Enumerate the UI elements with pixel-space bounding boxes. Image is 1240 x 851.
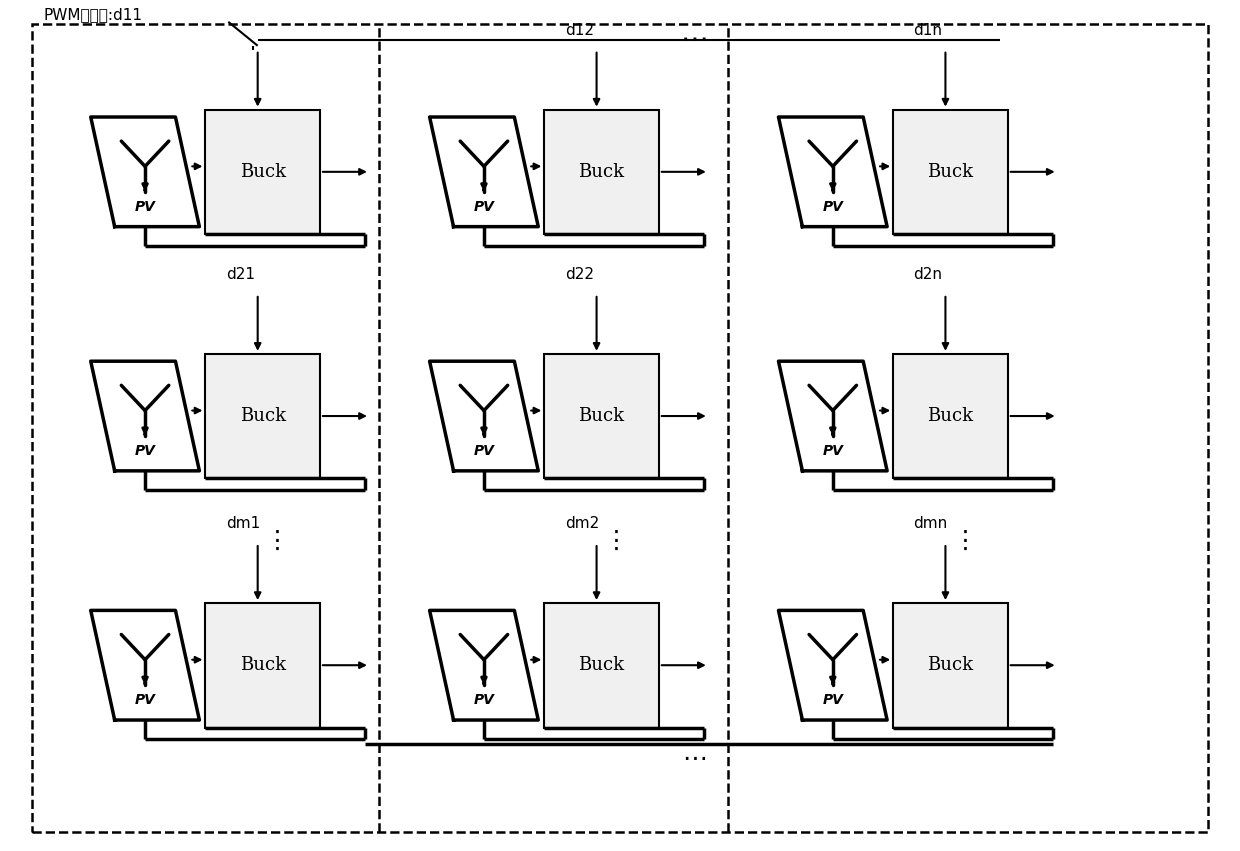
Polygon shape	[779, 117, 887, 226]
Text: Buck: Buck	[239, 407, 285, 425]
Polygon shape	[779, 610, 887, 720]
Polygon shape	[91, 361, 200, 471]
Text: ⋯: ⋯	[681, 26, 708, 54]
Text: ⋯: ⋯	[682, 747, 707, 771]
Text: ⋮: ⋮	[265, 528, 290, 552]
Text: ⋮: ⋮	[952, 528, 978, 552]
Text: dmn: dmn	[914, 517, 947, 531]
Bar	[544, 354, 658, 478]
Bar	[893, 354, 1008, 478]
Text: Buck: Buck	[928, 407, 973, 425]
Polygon shape	[429, 361, 538, 471]
Polygon shape	[429, 610, 538, 720]
Polygon shape	[429, 117, 538, 226]
Text: Buck: Buck	[928, 163, 973, 180]
Text: Buck: Buck	[928, 656, 973, 674]
Text: ⋮: ⋮	[604, 528, 629, 552]
Bar	[206, 603, 320, 728]
Text: PV: PV	[822, 444, 843, 458]
Text: Buck: Buck	[579, 163, 625, 180]
Text: Buck: Buck	[239, 163, 285, 180]
Text: PV: PV	[822, 200, 843, 214]
Text: d12: d12	[564, 23, 594, 37]
Polygon shape	[91, 610, 200, 720]
Text: PV: PV	[135, 200, 155, 214]
Bar	[206, 354, 320, 478]
Bar	[893, 603, 1008, 728]
Text: d21: d21	[226, 267, 254, 282]
Bar	[893, 110, 1008, 234]
Text: PV: PV	[474, 444, 495, 458]
Text: PV: PV	[822, 694, 843, 707]
Text: PV: PV	[474, 200, 495, 214]
Bar	[544, 603, 658, 728]
Text: d22: d22	[564, 267, 594, 282]
Text: PV: PV	[135, 694, 155, 707]
Polygon shape	[779, 361, 887, 471]
Bar	[544, 110, 658, 234]
Bar	[206, 110, 320, 234]
Text: Buck: Buck	[579, 407, 625, 425]
Text: Buck: Buck	[239, 656, 285, 674]
Text: dm1: dm1	[226, 517, 260, 531]
Text: dm2: dm2	[564, 517, 599, 531]
Text: d2n: d2n	[914, 267, 942, 282]
Text: PWM占空比:d11: PWM占空比:d11	[43, 7, 143, 22]
Text: PV: PV	[474, 694, 495, 707]
Text: PV: PV	[135, 444, 155, 458]
Polygon shape	[91, 117, 200, 226]
Text: d1n: d1n	[914, 23, 942, 37]
Text: Buck: Buck	[579, 656, 625, 674]
